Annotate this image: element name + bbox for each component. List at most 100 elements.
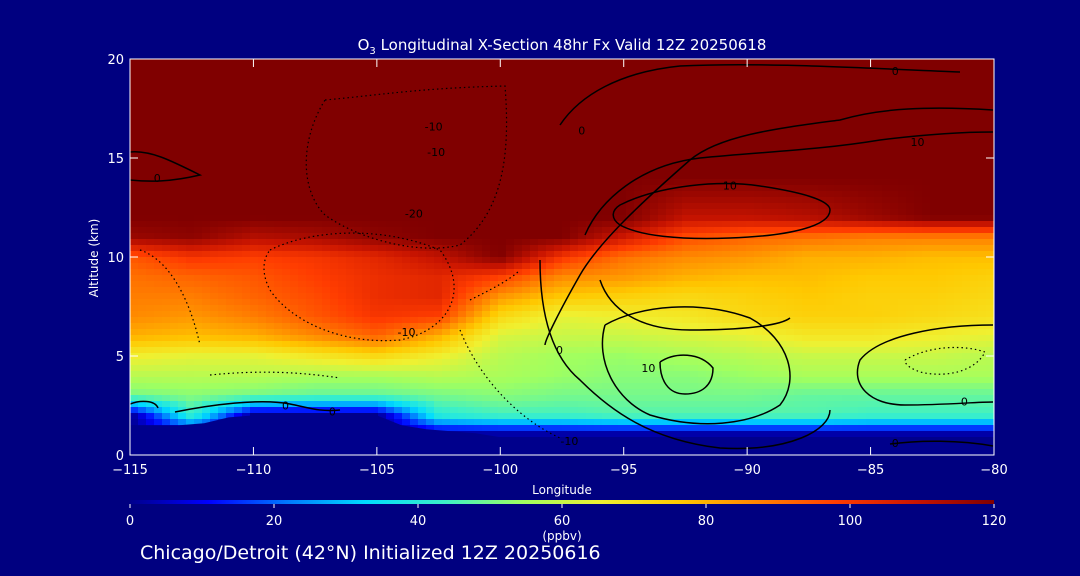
field-cell — [274, 101, 283, 108]
field-cell — [586, 197, 595, 204]
field-cell — [538, 167, 547, 174]
field-cell — [978, 59, 987, 66]
field-cell — [634, 263, 643, 270]
field-cell — [610, 125, 619, 132]
field-cell — [962, 143, 971, 150]
field-cell — [418, 221, 427, 228]
field-cell — [450, 83, 459, 90]
field-cell — [906, 113, 915, 120]
field-cell — [546, 155, 555, 162]
field-cell — [322, 119, 331, 126]
field-cell — [498, 317, 507, 324]
field-cell — [298, 185, 307, 192]
field-cell — [706, 329, 715, 336]
field-cell — [218, 77, 227, 84]
field-cell — [250, 275, 259, 282]
field-cell — [194, 185, 203, 192]
field-cell — [330, 113, 339, 120]
field-cell — [618, 83, 627, 90]
field-cell — [930, 179, 939, 186]
field-cell — [658, 95, 667, 102]
field-cell — [586, 155, 595, 162]
field-cell — [506, 161, 515, 168]
field-cell — [226, 65, 235, 72]
field-cell — [658, 239, 667, 246]
field-cell — [298, 77, 307, 84]
field-cell — [658, 179, 667, 186]
field-cell — [626, 281, 635, 288]
field-cell — [674, 269, 683, 276]
field-cell — [402, 245, 411, 252]
field-cell — [834, 263, 843, 270]
field-cell — [250, 143, 259, 150]
field-cell — [402, 131, 411, 138]
field-cell — [738, 143, 747, 150]
field-cell — [594, 311, 603, 318]
field-cell — [154, 65, 163, 72]
field-cell — [682, 227, 691, 234]
field-cell — [498, 257, 507, 264]
field-cell — [714, 287, 723, 294]
field-cell — [842, 233, 851, 240]
field-cell — [146, 287, 155, 294]
field-cell — [194, 107, 203, 114]
field-cell — [418, 173, 427, 180]
field-cell — [426, 143, 435, 150]
field-cell — [130, 209, 139, 216]
field-cell — [770, 95, 779, 102]
field-cell — [618, 155, 627, 162]
field-cell — [874, 191, 883, 198]
field-cell — [522, 191, 531, 198]
field-cell — [794, 119, 803, 126]
field-cell — [410, 275, 419, 282]
field-cell — [386, 293, 395, 300]
field-cell — [802, 305, 811, 312]
field-cell — [682, 281, 691, 288]
field-cell — [378, 161, 387, 168]
field-cell — [538, 143, 547, 150]
field-cell — [650, 83, 659, 90]
field-cell — [898, 263, 907, 270]
field-cell — [202, 227, 211, 234]
field-cell — [466, 257, 475, 264]
field-cell — [322, 269, 331, 276]
field-cell — [466, 71, 475, 78]
field-cell — [818, 311, 827, 318]
field-cell — [378, 113, 387, 120]
field-cell — [258, 101, 267, 108]
field-cell — [658, 107, 667, 114]
field-cell — [274, 95, 283, 102]
field-cell — [778, 245, 787, 252]
field-cell — [586, 239, 595, 246]
field-cell — [474, 311, 483, 318]
field-cell — [418, 227, 427, 234]
field-cell — [666, 119, 675, 126]
field-cell — [954, 203, 963, 210]
field-cell — [290, 233, 299, 240]
field-cell — [538, 281, 547, 288]
field-cell — [810, 239, 819, 246]
field-cell — [322, 191, 331, 198]
field-cell — [738, 65, 747, 72]
field-cell — [986, 251, 994, 258]
field-cell — [482, 323, 491, 330]
field-cell — [594, 275, 603, 282]
field-cell — [530, 119, 539, 126]
field-cell — [594, 101, 603, 108]
field-cell — [930, 155, 939, 162]
field-cell — [618, 137, 627, 144]
field-cell — [490, 287, 499, 294]
field-cell — [442, 119, 451, 126]
field-cell — [234, 245, 243, 252]
field-cell — [842, 83, 851, 90]
field-cell — [370, 107, 379, 114]
field-cell — [626, 287, 635, 294]
field-cell — [226, 275, 235, 282]
field-cell — [130, 101, 139, 108]
field-cell — [642, 323, 651, 330]
field-cell — [194, 149, 203, 156]
field-cell — [618, 197, 627, 204]
field-cell — [826, 179, 835, 186]
field-cell — [474, 251, 483, 258]
field-cell — [538, 269, 547, 276]
